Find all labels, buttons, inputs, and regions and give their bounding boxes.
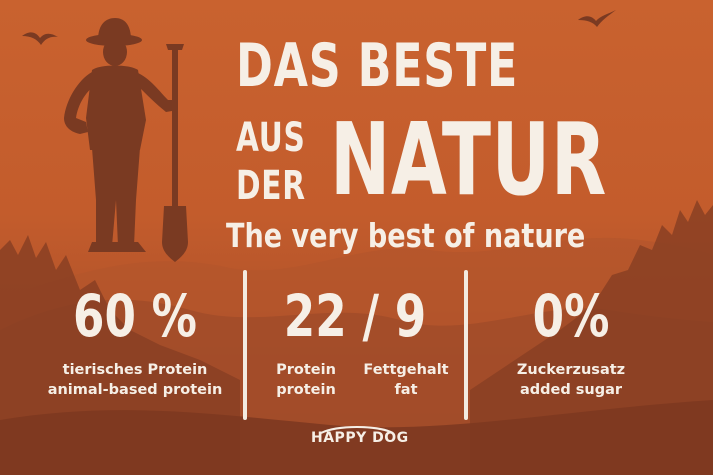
stat-protein-sub-label: Protein protein [268,360,344,400]
stat-sugar-label: Zuckerzusatz added sugar [476,360,666,400]
stat-sugar: 0% [532,282,610,350]
label-de: Zuckerzusatz [516,362,626,378]
logo-text: HAPPY DOG [311,430,409,446]
headline-natur: NATUR [330,101,608,218]
label-en: added sugar [519,382,623,398]
label-de: Fettgehalt [363,362,449,378]
headline-line-1: DAS BESTE [236,31,519,101]
stat-protein-percent: 60 % [72,282,198,350]
label-en: protein [276,382,336,398]
brand-logo: HAPPY DOG [311,424,409,460]
subtitle: The very best of nature [226,216,586,255]
logo-arc-icon [320,426,394,434]
stat-fat-label: Fettgehalt fat [356,360,456,400]
bird-icon [22,32,58,45]
label-en: fat [394,382,418,398]
bird-icon [578,10,616,27]
headline-aus: AUS [236,115,306,161]
label-de: tierisches Protein [62,362,208,378]
label-de: Protein [276,362,336,378]
label-en: animal-based protein [47,382,223,398]
farmer-illustration [64,18,188,262]
stat-protein-fat: 22 / 9 [283,282,427,350]
stat-protein-label: tierisches Protein animal-based protein [30,360,240,400]
divider [464,270,468,420]
foreground-hills [0,400,713,475]
headline-der: DER [236,163,306,209]
divider [243,270,247,420]
